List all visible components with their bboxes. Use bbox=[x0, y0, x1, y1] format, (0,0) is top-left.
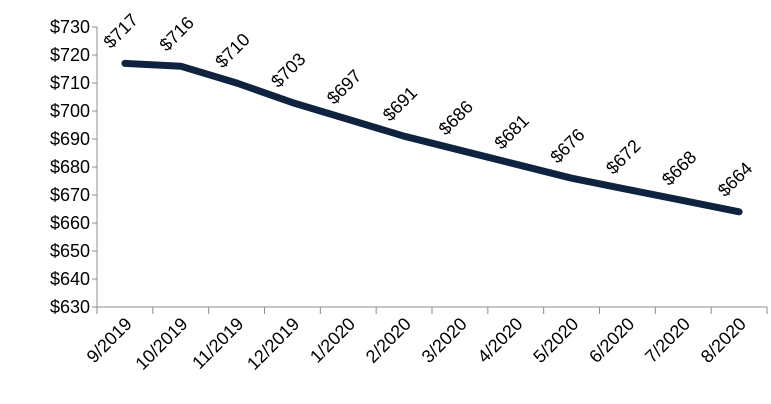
x-tick-label: 8/2020 bbox=[697, 314, 750, 367]
x-tick-label: 5/2020 bbox=[529, 314, 582, 367]
data-label: $676 bbox=[546, 125, 588, 167]
data-label: $672 bbox=[602, 136, 644, 178]
data-label: $668 bbox=[658, 147, 700, 189]
x-tick-label: 3/2020 bbox=[418, 314, 471, 367]
x-tick-label: 6/2020 bbox=[585, 314, 638, 367]
x-tick-label: 11/2019 bbox=[188, 314, 247, 373]
y-tick-label: $660 bbox=[50, 213, 90, 233]
data-label: $710 bbox=[211, 29, 253, 71]
data-label: $697 bbox=[323, 66, 365, 108]
y-tick-label: $640 bbox=[50, 269, 90, 289]
x-tick-label: 7/2020 bbox=[641, 314, 694, 367]
data-label: $664 bbox=[714, 158, 756, 200]
series-line bbox=[121, 59, 743, 216]
x-tick-label: 4/2020 bbox=[474, 314, 527, 367]
x-tick-label: 12/2019 bbox=[243, 314, 303, 374]
y-tick-label: $670 bbox=[50, 185, 90, 205]
data-label: $703 bbox=[267, 49, 309, 91]
data-label: $717 bbox=[100, 10, 142, 52]
data-label: $686 bbox=[435, 97, 477, 139]
series-group bbox=[121, 59, 743, 216]
y-tick-label: $710 bbox=[50, 73, 90, 93]
y-tick-label: $690 bbox=[50, 129, 90, 149]
y-tick-label: $630 bbox=[50, 297, 90, 317]
x-tick-label: 2/2020 bbox=[362, 314, 415, 367]
data-labels: $717 $716 $710 $703 $697 $691 $686 $681 $676 $672… bbox=[100, 10, 757, 201]
x-tick-label: 9/2019 bbox=[83, 314, 136, 367]
y-tick-label: $730 bbox=[50, 17, 90, 37]
x-tick-label: 1/2020 bbox=[306, 314, 359, 367]
data-label: $691 bbox=[379, 83, 421, 125]
data-label: $716 bbox=[155, 13, 197, 55]
x-tick-label: 10/2019 bbox=[131, 314, 191, 374]
y-axis: $630 $640 $650 $660 $670 $680 $690 $700 $710 $720… bbox=[50, 17, 98, 317]
y-tick-label: $650 bbox=[50, 241, 90, 261]
y-tick-label: $720 bbox=[50, 45, 90, 65]
data-label: $681 bbox=[490, 111, 532, 153]
y-tick-label: $680 bbox=[50, 157, 90, 177]
y-tick-label: $700 bbox=[50, 101, 90, 121]
